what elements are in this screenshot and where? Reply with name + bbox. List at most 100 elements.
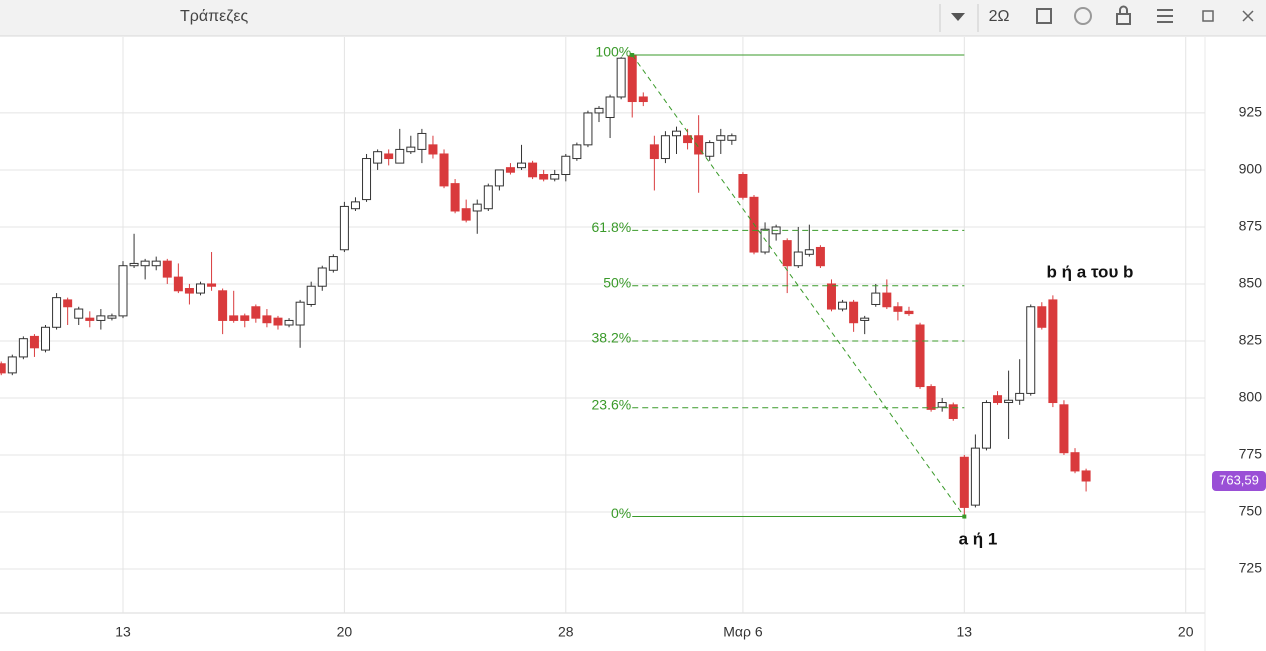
candle-body: [782, 240, 792, 267]
fib-anchor: [630, 53, 635, 58]
candle-body: [450, 183, 460, 212]
candle-body: [993, 395, 1003, 404]
candle-body: [74, 308, 84, 319]
candle-body: [373, 151, 383, 164]
close-icon[interactable]: [1242, 10, 1254, 22]
plot-area: 725 750 775 800 825 850 875 900 925 13 20 28 Μαρ 6 13…: [0, 37, 1262, 640]
candle-body: [1015, 392, 1025, 401]
candle-body: [1004, 399, 1014, 404]
candle-body: [173, 276, 183, 292]
candle-body: [240, 315, 250, 321]
interval-button[interactable]: 2Ω: [989, 8, 1010, 25]
candle-body: [350, 201, 360, 210]
candle-body: [804, 249, 814, 255]
y-tick-label: 800: [1239, 389, 1263, 405]
candle-body: [561, 155, 571, 176]
lock-icon[interactable]: [1116, 13, 1131, 25]
lock-shackle: [1119, 5, 1128, 14]
candle-body: [694, 135, 704, 155]
fib-label: 100%: [595, 44, 631, 60]
candle-body: [683, 135, 693, 144]
candle-body: [417, 132, 427, 150]
candle-body: [505, 167, 515, 173]
x-tick-label: 13: [115, 624, 131, 640]
candle-body: [41, 326, 51, 351]
candle-body: [572, 144, 582, 160]
candle-body: [29, 335, 39, 349]
candle-body: [550, 174, 560, 180]
candle-body: [395, 148, 405, 164]
x-tick-label: 28: [558, 624, 574, 640]
candle-body: [63, 299, 73, 308]
candle-body: [273, 317, 283, 326]
candle-body: [793, 251, 803, 267]
candle-body: [306, 285, 316, 305]
candle-body: [406, 146, 416, 153]
menu-icon[interactable]: [1157, 9, 1173, 23]
panel-icon[interactable]: [1036, 8, 1052, 24]
quote-icon[interactable]: [1074, 7, 1092, 25]
candle-body: [295, 301, 305, 326]
fib-label: 38.2%: [592, 330, 632, 346]
candle-body: [826, 283, 836, 310]
fib-label: 50%: [603, 274, 631, 290]
candle-body: [738, 174, 748, 198]
candle-body: [384, 153, 394, 160]
candle-body: [218, 290, 228, 321]
candle-body: [1048, 299, 1058, 404]
candle-body: [838, 301, 848, 310]
candle-body: [428, 144, 438, 155]
candle-body: [915, 324, 925, 388]
candle-body: [18, 338, 28, 358]
last-price-tag: [1212, 470, 1266, 491]
candle-body: [184, 288, 194, 294]
y-tick-label: 875: [1239, 218, 1263, 234]
candle-body: [207, 283, 217, 287]
candle-body: [129, 262, 139, 267]
restore-icon[interactable]: [1202, 10, 1214, 22]
y-tick-label: 750: [1239, 503, 1263, 519]
candle-body: [162, 260, 172, 278]
candle-body: [727, 135, 737, 141]
annotation: b ή a του b: [1047, 262, 1134, 281]
candle-body: [517, 162, 527, 169]
candle-body: [871, 292, 881, 305]
candle-body: [439, 153, 449, 187]
dropdown-icon[interactable]: [951, 13, 965, 21]
candle-body: [893, 306, 903, 312]
candle-body: [1037, 306, 1047, 328]
candle-body: [849, 301, 859, 324]
candle-body: [605, 96, 615, 118]
y-tick-label: 850: [1239, 275, 1263, 291]
candle-body: [251, 306, 261, 319]
candle-body: [970, 447, 980, 506]
candle-body: [716, 135, 726, 141]
y-tick-label: 925: [1239, 104, 1263, 120]
candle-body: [705, 142, 715, 157]
candle-body: [882, 292, 892, 308]
candle-body: [539, 174, 549, 180]
fib-trend-line: [631, 54, 965, 517]
candle-body: [937, 402, 947, 408]
x-tick-label: Μαρ 6: [723, 624, 763, 640]
candle-body: [1059, 404, 1069, 454]
candle-body: [317, 267, 327, 287]
candle-body: [760, 228, 770, 253]
x-tick-label: 13: [957, 624, 973, 640]
candle-body: [461, 208, 471, 221]
candle-body: [1070, 452, 1080, 472]
candle-body: [926, 386, 936, 410]
symbol-title[interactable]: Τράπεζες: [180, 8, 248, 25]
candle-body: [672, 130, 681, 137]
candle-body: [1026, 306, 1036, 394]
candle-body: [660, 135, 670, 160]
candle-body: [494, 169, 504, 187]
candle-body: [594, 107, 604, 114]
candle-body: [948, 404, 958, 419]
candle-body: [638, 96, 648, 103]
y-tick-label: 775: [1239, 446, 1263, 462]
candle-body: [151, 260, 161, 267]
candle-body: [627, 55, 637, 103]
fib-label: 0%: [611, 505, 631, 521]
